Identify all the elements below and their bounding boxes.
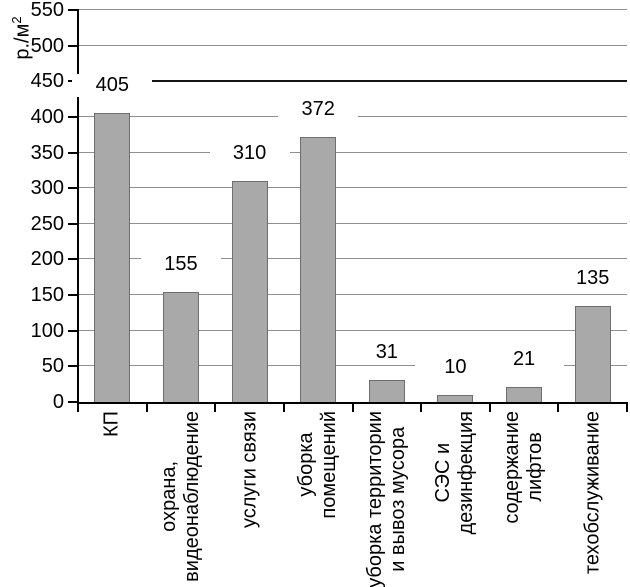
y-axis-tick	[68, 258, 78, 261]
bar-value-label: 155	[140, 252, 221, 276]
gridline	[78, 222, 627, 224]
category-label: уборка территории и вывоз мусора	[363, 411, 409, 587]
x-axis-tick	[145, 402, 148, 412]
category-label: СЭС и дезинфекция	[432, 411, 478, 535]
y-axis-tick	[68, 9, 78, 11]
bar-3	[231, 181, 268, 403]
y-axis-tick	[68, 222, 78, 225]
y-tick-label: 0	[52, 391, 64, 413]
bar-value-label: 31	[346, 340, 427, 364]
y-tick-label: 500	[30, 34, 64, 57]
y-tick-label: 150	[30, 284, 64, 307]
y-axis-tick	[68, 365, 78, 368]
y-axis-tick	[68, 294, 78, 297]
bar-value-label: 405	[72, 74, 153, 98]
y-tick-label: 250	[30, 212, 64, 235]
category-label: техобслуживание	[581, 411, 604, 575]
category-label: услуги связи	[238, 411, 261, 529]
category-label: уборка помещений	[295, 411, 341, 519]
x-axis-tick	[351, 402, 354, 412]
x-axis-line	[77, 402, 627, 404]
gridline	[78, 294, 627, 296]
y-tick-label: 550	[30, 0, 64, 21]
bar-4	[300, 136, 337, 403]
y-tick-label: 100	[30, 319, 64, 342]
gridline	[78, 329, 627, 331]
x-axis-tick	[626, 402, 628, 412]
gridline	[78, 187, 627, 189]
y-axis-tick	[68, 115, 78, 118]
y-tick-label: 350	[30, 141, 64, 164]
y-axis-tick	[68, 401, 78, 403]
bar-2	[162, 291, 199, 403]
x-axis-tick	[488, 402, 491, 412]
bar-value-label: 310	[209, 142, 290, 166]
category-label: содержание лифтов	[501, 411, 547, 524]
category-label: охрана, видеонаблюдение	[157, 411, 203, 582]
gridline	[78, 44, 627, 46]
x-axis-tick	[77, 402, 79, 412]
x-axis-tick	[420, 402, 423, 412]
gridline	[78, 9, 627, 10]
y-axis-tick	[68, 44, 78, 47]
bar-7	[506, 387, 543, 403]
category-label: КП	[100, 411, 123, 438]
bar-value-label: 21	[484, 348, 565, 372]
gridline	[78, 258, 627, 260]
bar-5	[368, 379, 405, 403]
gridline	[78, 80, 627, 83]
bar-1	[94, 113, 131, 403]
bar-value-label: 10	[415, 355, 496, 379]
x-axis-tick	[557, 402, 560, 412]
y-tick-label: 450	[30, 70, 64, 93]
y-tick-label: 400	[30, 105, 64, 128]
y-tick-label: 300	[30, 177, 64, 200]
x-axis-tick	[282, 402, 285, 412]
y-axis-tick	[68, 187, 78, 190]
bar-value-label: 135	[552, 266, 630, 290]
y-tick-label: 50	[41, 355, 64, 378]
x-axis-tick	[214, 402, 217, 412]
bar-8	[574, 305, 611, 403]
y-axis-line	[77, 9, 79, 405]
y-tick-label: 200	[30, 248, 64, 271]
y-axis-tick	[68, 329, 78, 332]
y-axis-tick	[68, 151, 78, 154]
gridline	[78, 151, 627, 153]
bar-value-label: 372	[278, 97, 359, 121]
gridline	[78, 365, 627, 367]
